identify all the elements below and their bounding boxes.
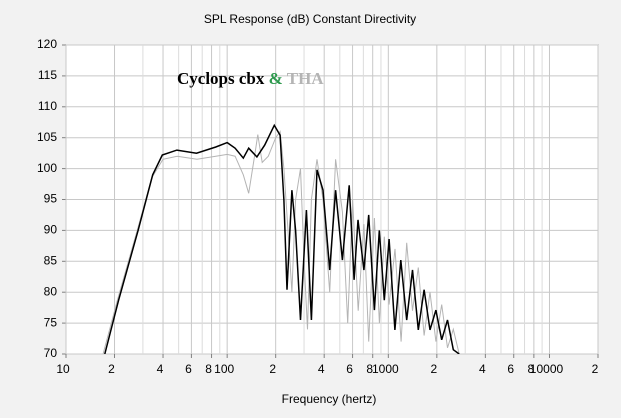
y-tick-label: 85 — [44, 253, 58, 267]
legend-entry: THA — [287, 69, 325, 88]
x-tick-label: 8 — [205, 362, 212, 376]
x-tick-label: 4 — [318, 362, 325, 376]
y-tick-label: 80 — [44, 284, 58, 298]
x-tick-label: 2 — [269, 362, 276, 376]
x-tick-label: 6 — [346, 362, 353, 376]
x-tick-label: 8 — [528, 362, 535, 376]
y-tick-label: 70 — [44, 346, 58, 360]
series-line — [102, 130, 460, 354]
y-tick-label: 95 — [44, 192, 58, 206]
x-tick-label: 1000 — [372, 362, 399, 376]
grid — [62, 44, 599, 358]
chart-title: SPL Response (dB) Constant Directivity — [204, 12, 416, 26]
y-tick-label: 100 — [37, 161, 57, 175]
x-tick-label: 10 — [56, 362, 70, 376]
y-tick-label: 105 — [37, 130, 57, 144]
x-tick-label: 6 — [185, 362, 192, 376]
x-tick-label: 4 — [157, 362, 164, 376]
x-tick-label: 10000 — [530, 362, 564, 376]
legend-joiner: & — [269, 69, 283, 88]
x-axis-label: Frequency (hertz) — [282, 392, 377, 406]
y-tick-label: 90 — [44, 223, 58, 237]
lines — [102, 123, 460, 354]
x-tick-label: 2 — [430, 362, 437, 376]
x-tick-label: 2 — [592, 362, 599, 376]
series-line — [104, 123, 460, 354]
x-tick-label: 2 — [108, 362, 115, 376]
y-tick-label: 120 — [37, 37, 57, 51]
y-tick-label: 110 — [38, 99, 57, 113]
legend-entry: Cyclops cbx — [177, 69, 265, 88]
y-tick-label: 115 — [38, 68, 57, 82]
x-tick-label: 4 — [479, 362, 486, 376]
legend: Cyclops cbx & THA — [177, 69, 324, 88]
x-tick-label: 100 — [214, 362, 234, 376]
y-tick-label: 75 — [44, 315, 58, 329]
x-tick-label: 6 — [507, 362, 514, 376]
x-tick-label: 8 — [366, 362, 373, 376]
